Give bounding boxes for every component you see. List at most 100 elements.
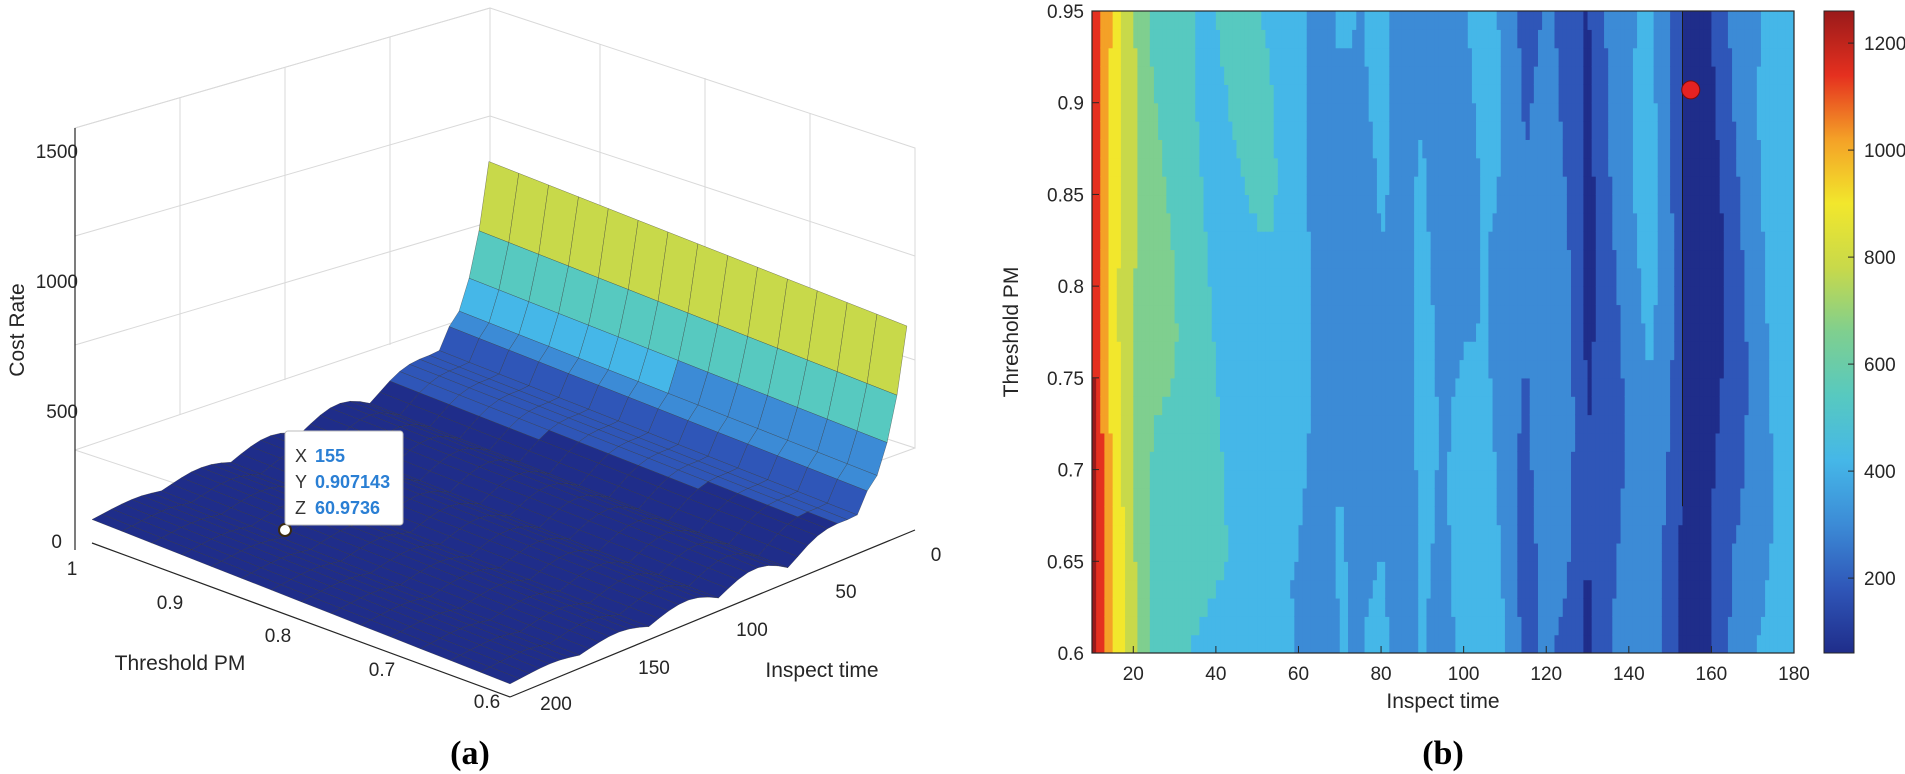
heatmap-cell [1414,84,1419,104]
heatmap-cell [1162,322,1167,342]
heatmap-cell [1240,597,1246,617]
heatmap-cell [1211,597,1217,617]
heatmap-cell [1550,359,1556,379]
heatmap-cell [1203,432,1209,452]
heatmap-cell [1145,267,1151,287]
heatmap-cell [1360,359,1366,379]
heatmap-cell [1356,231,1362,251]
heatmap-cell [1125,286,1130,306]
heatmap-cell [1232,29,1238,49]
heatmap-cell [1257,84,1262,104]
heatmap-cell [1306,451,1312,471]
heatmap-cell [1195,451,1200,471]
heatmap-cell [1302,561,1308,581]
heatmap-cell [1153,561,1159,581]
heatmap-cell [1335,377,1341,397]
heatmap-cell [1405,102,1411,122]
heatmap-cell [1566,84,1572,104]
heatmap-cell [1294,29,1300,49]
heatmap-cell [1253,561,1258,581]
heatmap-cell [1158,506,1163,526]
heatmap-cell [1443,359,1448,379]
heatmap-cell [1261,304,1267,324]
heatmap-cell [1207,231,1213,251]
heatmap-cell [1372,561,1378,581]
heatmap-cell [1265,249,1271,269]
heatmap-cell [1418,11,1423,30]
heatmap-cell [1356,414,1362,434]
heatmap-cell [1298,121,1304,140]
heatmap-cell [1376,102,1382,122]
heatmap-cell [1443,616,1448,636]
heatmap-cell [1244,304,1250,324]
heatmap-cell [1145,102,1151,122]
heatmap-cell [1447,176,1452,196]
heatmap-cell [1149,396,1155,416]
x-tick-label: 0 [931,545,942,566]
heatmap-cell [1496,414,1502,434]
datatip[interactable]: X 155 Y 0.907143 Z 60.9736 [278,430,404,537]
heatmap-cell [1286,322,1291,342]
heatmap-cell [1158,231,1163,251]
heatmap-cell [1389,139,1395,159]
heatmap-cell [1480,176,1485,196]
heatmap-cell [1381,157,1386,177]
heatmap-cell [1401,561,1407,581]
heatmap-cell [1215,451,1221,471]
heatmap-cell [1269,432,1275,452]
heatmap-cell [1484,212,1490,232]
heatmap-cell [1186,487,1192,507]
heatmap-cell [1112,212,1118,232]
heatmap-cell [1108,84,1114,104]
heatmap-cell [1496,487,1502,507]
heatmap-cell [1224,176,1229,196]
heatmap-cell [1232,157,1238,177]
heatmap-cell [1298,432,1304,452]
heatmap-cell [1108,286,1114,306]
heatmap-cell [1100,634,1105,653]
heatmap-cell [1133,396,1139,416]
heatmap-cell [1335,561,1341,581]
heatmap-cell [1178,286,1184,306]
heatmap-cell [1418,139,1423,159]
heatmap-cell [1426,11,1432,30]
heatmap-cell [1319,322,1324,342]
heatmap-cell [1376,212,1382,232]
heatmap-cell [1389,377,1395,397]
heatmap-cell [1195,432,1200,452]
heatmap-cell [1248,396,1254,416]
heatmap-cell [1314,396,1320,416]
datatip-marker[interactable] [278,523,292,537]
heatmap-cell [1191,579,1196,599]
heatmap-cell [1319,341,1324,361]
heatmap-cell [1178,121,1184,140]
heatmap-cell [1137,451,1143,471]
heatmap-cell [1236,451,1242,471]
heatmap-cell [1467,47,1473,67]
heatmap-cell [1129,524,1134,544]
heatmap-cell [1281,322,1287,342]
heatmap-cell [1100,396,1105,416]
heatmap-cell [1356,469,1362,489]
heatmap-cell [1595,597,1601,617]
heatmap-cell [1269,469,1275,489]
heatmap-cell [1467,139,1473,159]
heatmap-cell [1314,267,1320,287]
heatmap-cell [1583,432,1589,452]
heatmap-cell [1331,212,1337,232]
heatmap-cell [1294,487,1300,507]
heatmap-cell [1195,84,1200,104]
heatmap-cell [1525,84,1531,104]
heatmap-cell [1319,469,1324,489]
heatmap-cell [1162,341,1167,361]
heatmap-cell [1306,157,1312,177]
heatmap-cell [1385,267,1390,287]
heatmap-cell [1133,634,1139,653]
heatmap-cell [1186,597,1192,617]
heatmap-cell [1397,66,1403,85]
heatmap-cell [1372,157,1378,177]
heatmap-cell [1199,121,1205,140]
heatmap-cell [1575,396,1580,416]
heatmap-cell [1467,487,1473,507]
heatmap-cell [1604,616,1609,636]
